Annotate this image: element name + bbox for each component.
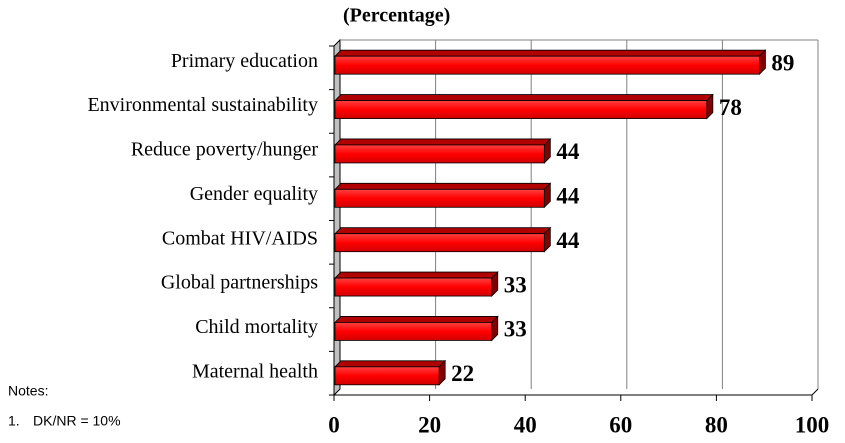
side-wall: [333, 38, 341, 397]
y-tick-label: Reduce poverty/hunger: [131, 139, 318, 161]
data-label: 22: [451, 361, 474, 386]
bar: [334, 100, 708, 119]
y-tick-label: Environmental sustainability: [87, 94, 318, 116]
data-label: 44: [556, 139, 580, 164]
bar-top: [334, 182, 552, 190]
bar: [334, 366, 440, 386]
note-number: 1.: [8, 413, 20, 429]
bar-top: [334, 316, 499, 323]
bar: [334, 188, 545, 208]
bar-top: [334, 49, 767, 57]
x-tick-label: 40: [514, 412, 537, 437]
x-tick-label: 20: [418, 412, 441, 437]
floor-edge: [811, 388, 819, 396]
y-tick-label: Global partnerships: [161, 272, 318, 294]
x-tick-label: 80: [705, 412, 728, 437]
bar: [334, 144, 545, 164]
bar: [334, 233, 545, 253]
data-label: 44: [556, 228, 580, 253]
y-tick-label: Gender equality: [190, 183, 318, 205]
x-tick-label: 0: [328, 412, 340, 437]
bar: [334, 322, 493, 341]
y-tick-label: Maternal health: [192, 360, 318, 382]
data-label: 44: [556, 184, 580, 209]
note-text: DK/NR = 10%: [33, 413, 121, 429]
data-label: 33: [504, 317, 527, 342]
data-label: 89: [771, 50, 794, 75]
x-tick-label: 100: [795, 412, 830, 437]
chart-title: (Percentage): [343, 5, 450, 27]
bar-top: [334, 271, 499, 279]
bar-top: [334, 360, 447, 368]
data-label: 78: [719, 95, 742, 120]
notes-heading: Notes:: [8, 383, 48, 399]
y-tick-label: Child mortality: [195, 316, 318, 338]
bar-top: [334, 138, 552, 146]
y-tick-label: Combat HIV/AIDS: [162, 227, 318, 249]
bar: [334, 55, 760, 75]
bar-top: [334, 227, 552, 235]
data-label: 33: [504, 272, 527, 297]
bar-top: [334, 94, 714, 101]
x-tick-label: 60: [609, 412, 632, 437]
bar: [334, 277, 493, 297]
y-tick-label: Primary education: [171, 50, 318, 72]
